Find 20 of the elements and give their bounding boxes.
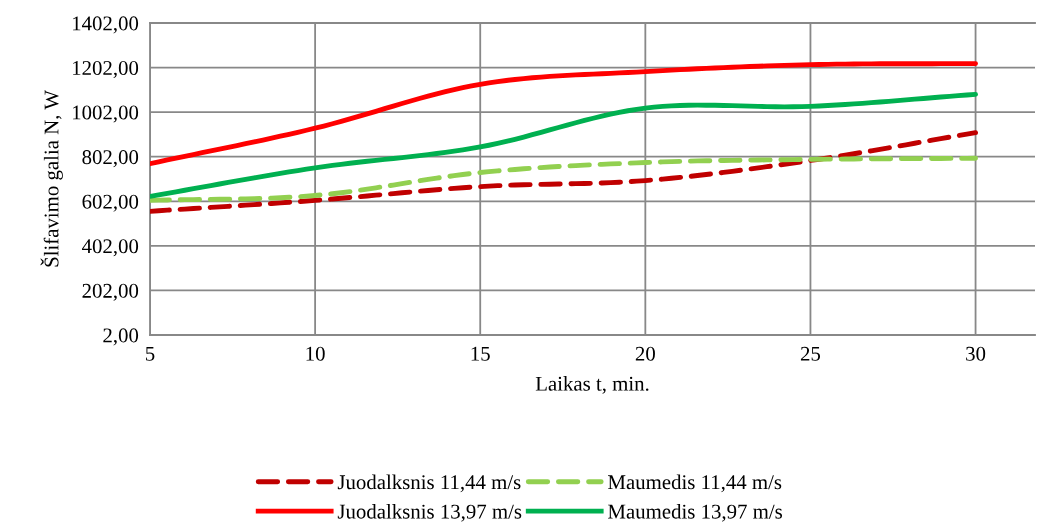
- y-tick-label: 602,00: [82, 194, 139, 212]
- legend-label: Maumedis 11,44 m/s: [608, 474, 782, 493]
- y-tick-label: 1402,00: [73, 16, 139, 34]
- y-tick-label: 1202,00: [73, 60, 139, 78]
- x-axis-title: Laikas t, min.: [535, 376, 649, 394]
- y-tick-label: 2,00: [103, 328, 139, 346]
- x-tick-label: 25: [800, 346, 821, 361]
- legend-label: Maumedis 13,97 m/s: [608, 503, 783, 522]
- y-axis-title: Šlifavimo galia N, W: [40, 90, 63, 267]
- y-tick-label: 402,00: [82, 239, 139, 257]
- y-tick-label: 802,00: [82, 150, 139, 168]
- y-tick-label: 1002,00: [73, 105, 139, 123]
- x-tick-label: 10: [306, 346, 325, 361]
- x-tick-label: 15: [471, 346, 490, 361]
- y-tick-label: 202,00: [82, 283, 139, 301]
- legend-label: Juodalksnis 11,44 m/s: [337, 474, 521, 493]
- x-tick-label: 20: [635, 346, 655, 361]
- x-tick-label: 30: [966, 346, 986, 361]
- x-tick-label: 5: [146, 346, 155, 361]
- legend-label: Juodalksnis 13,97 m/s: [337, 503, 522, 522]
